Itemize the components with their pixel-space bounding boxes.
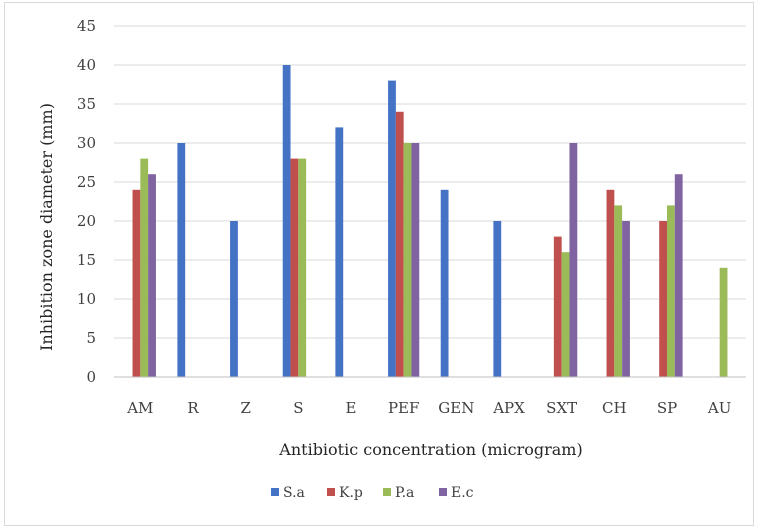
legend-label: E.c bbox=[451, 485, 474, 501]
y-tick-label: 20 bbox=[77, 212, 96, 230]
bar-sa-pef bbox=[388, 80, 396, 377]
bar-pa-sxt bbox=[561, 252, 570, 377]
bars bbox=[132, 65, 728, 378]
y-tick-label: 25 bbox=[77, 173, 96, 191]
legend-label: P.a bbox=[395, 485, 414, 501]
bar-sa-r bbox=[177, 143, 186, 377]
y-tick-label: 40 bbox=[77, 56, 96, 74]
legend-swatch bbox=[439, 488, 447, 496]
bar-sa-s bbox=[282, 65, 291, 377]
x-tick-label: GEN bbox=[438, 399, 474, 417]
bar-ec-am bbox=[148, 174, 156, 377]
legend: S.a K.p P.a E.c bbox=[271, 485, 474, 501]
y-axis-title: Inhibition zone diameter (mm) bbox=[37, 103, 56, 351]
bar-kp-sxt bbox=[553, 236, 562, 377]
legend-item: S.a bbox=[271, 485, 305, 501]
bar-ec-pef bbox=[411, 143, 420, 377]
bar-kp-am bbox=[132, 189, 141, 377]
bar-sa-z bbox=[230, 221, 238, 377]
bar-kp-pef bbox=[395, 111, 404, 378]
legend-swatch bbox=[327, 488, 335, 496]
x-tick-label: E bbox=[346, 399, 357, 417]
legend-item: E.c bbox=[439, 485, 474, 501]
x-tick-label: APX bbox=[492, 399, 525, 417]
bar-kp-s bbox=[290, 158, 299, 377]
x-tick-label: Z bbox=[240, 399, 250, 417]
bar-pa-pef bbox=[403, 143, 412, 377]
bar-pa-au bbox=[719, 267, 728, 377]
bar-pa-am bbox=[140, 158, 149, 377]
bar-ec-sp bbox=[674, 174, 683, 377]
x-tick-label: R bbox=[187, 399, 199, 417]
legend-swatch bbox=[383, 488, 391, 496]
bar-sa-gen bbox=[440, 189, 449, 377]
bar-kp-ch bbox=[606, 189, 615, 377]
y-tick-label: 15 bbox=[77, 251, 96, 269]
bar-ec-ch bbox=[622, 221, 630, 377]
x-tick-label: AU bbox=[707, 399, 731, 417]
legend-label: K.p bbox=[339, 485, 363, 501]
x-axis-title: Antibiotic concentration (microgram) bbox=[278, 440, 582, 459]
x-tick-label: S bbox=[293, 399, 303, 417]
bar-pa-s bbox=[298, 158, 307, 377]
y-tick-label: 30 bbox=[77, 134, 96, 152]
y-tick-label: 0 bbox=[86, 368, 96, 386]
gridlines bbox=[114, 25, 746, 339]
bar-sa-e bbox=[335, 127, 344, 378]
x-tick-label: SP bbox=[657, 399, 677, 417]
x-tick-label: PEF bbox=[388, 399, 419, 417]
legend-swatch bbox=[271, 488, 279, 496]
y-tick-label: 10 bbox=[77, 290, 96, 308]
bar-pa-ch bbox=[614, 205, 623, 377]
bar-sa-apx bbox=[493, 221, 502, 377]
legend-item: P.a bbox=[383, 485, 414, 501]
bar-kp-sp bbox=[659, 221, 667, 377]
y-tick-label: 45 bbox=[77, 17, 96, 35]
legend-label: S.a bbox=[283, 485, 305, 501]
legend-item: K.p bbox=[327, 485, 363, 501]
bar-pa-sp bbox=[667, 205, 675, 377]
x-tick-label: CH bbox=[602, 399, 627, 417]
bar-ec-sxt bbox=[569, 143, 578, 377]
y-tick-label: 35 bbox=[77, 95, 96, 113]
x-tick-label: SXT bbox=[546, 399, 577, 417]
axes: 0 5 10 15 20 25 30 35 40 45 AM R Z S E PEF GEN APX SXT CH SP… bbox=[77, 17, 746, 417]
y-tick-label: 5 bbox=[86, 329, 96, 347]
x-tick-label: AM bbox=[126, 399, 153, 417]
